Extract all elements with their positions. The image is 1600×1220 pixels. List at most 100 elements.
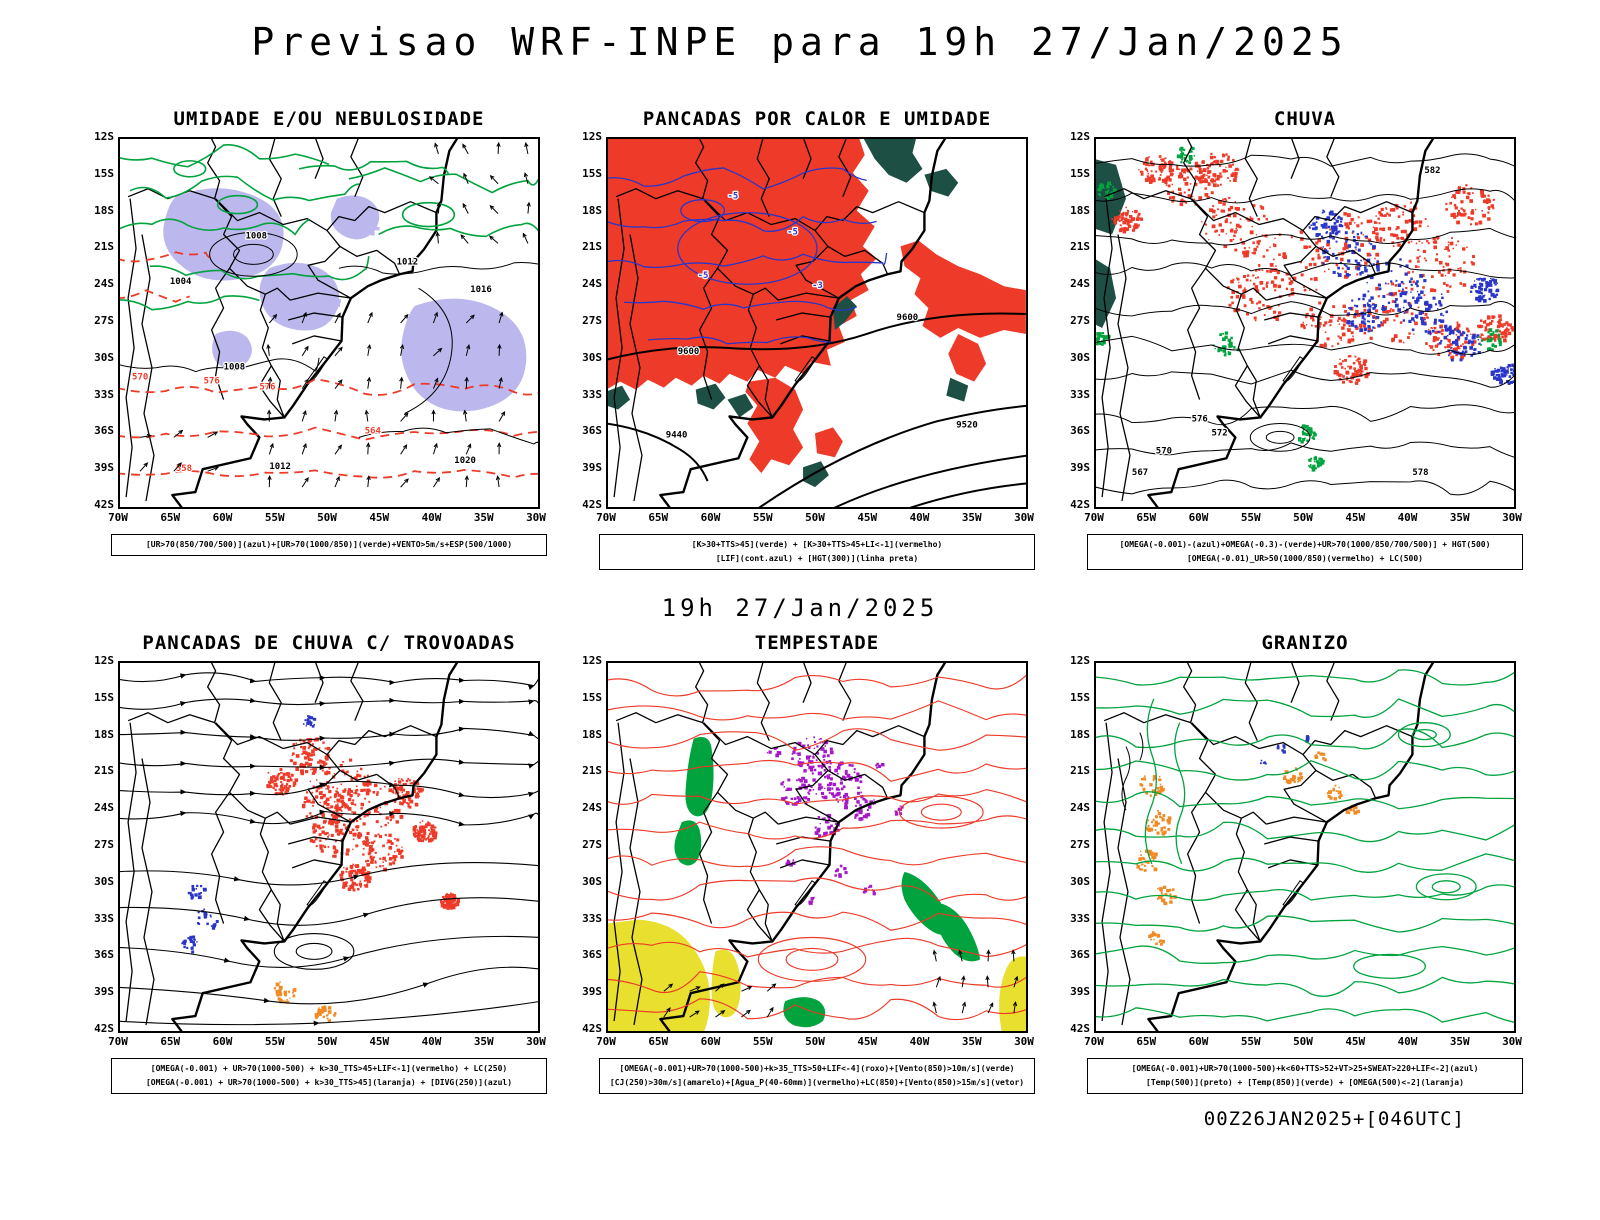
y-tick-label: 21S: [1070, 765, 1090, 777]
x-tick-label: 50W: [1286, 511, 1320, 524]
x-tick-label: 50W: [798, 1035, 832, 1048]
x-tick-label: 55W: [258, 1035, 292, 1048]
caption-line: [CJ(250)>30m/s](amarelo)+[Agua_P(40-60mm…: [605, 1076, 1029, 1090]
y-tick-label: 15S: [582, 168, 602, 180]
svg-text:1012: 1012: [397, 257, 419, 267]
x-tick-label: 50W: [310, 511, 344, 524]
y-tick-label: 24S: [94, 802, 114, 814]
x-tick-label: 55W: [1234, 1035, 1268, 1048]
svg-text:-5: -5: [698, 271, 709, 281]
caption-pancadas-calor: [K>30+TTS>45](verde) + [K>30+TTS>45+LI<-…: [599, 534, 1035, 570]
y-tick-label: 21S: [94, 241, 114, 253]
caption-umidade: [UR>70(850/700/500)](azul)+[UR>70(1000/8…: [111, 534, 547, 556]
x-tick-label: 45W: [362, 511, 396, 524]
y-tick-label: 12S: [582, 131, 602, 143]
panel-title-trovoadas: PANCADAS DE CHUVA C/ TROVOADAS: [142, 632, 515, 654]
y-tick-label: 18S: [1070, 729, 1090, 741]
run-timestamp: 00Z26JAN2025+[046UTC]: [0, 1108, 1600, 1130]
x-tick-label: 60W: [1182, 511, 1216, 524]
svg-text:1008: 1008: [245, 231, 267, 241]
x-tick-label: 70W: [589, 1035, 623, 1048]
x-tick-label: 30W: [1007, 511, 1041, 524]
x-tick-label: 45W: [850, 1035, 884, 1048]
y-tick-label: 21S: [1070, 241, 1090, 253]
x-tick-label: 70W: [1077, 1035, 1111, 1048]
x-tick-label: 70W: [101, 1035, 135, 1048]
caption-line: [OMEGA(-0.001) + UR>70(1000-500) + k>30_…: [117, 1062, 541, 1076]
svg-text:572: 572: [1212, 428, 1228, 438]
y-tick-label: 36S: [582, 425, 602, 437]
y-tick-label: 21S: [94, 765, 114, 777]
x-tick-label: 50W: [798, 511, 832, 524]
y-tick-label: 30S: [94, 876, 114, 888]
x-tick-label: 55W: [258, 511, 292, 524]
x-tick-label: 55W: [746, 511, 780, 524]
x-tick-label: 65W: [641, 1035, 675, 1048]
y-tick-label: 12S: [1070, 131, 1090, 143]
svg-text:1012: 1012: [269, 462, 291, 472]
y-tick-label: 15S: [94, 692, 114, 704]
x-tick-label: 40W: [415, 1035, 449, 1048]
y-tick-label: 15S: [94, 168, 114, 180]
y-tick-label: 42S: [1070, 499, 1090, 511]
y-tick-label: 33S: [582, 389, 602, 401]
x-tick-label: 70W: [1077, 511, 1111, 524]
panel-title-pancadas-calor: PANCADAS POR CALOR E UMIDADE: [643, 108, 991, 130]
y-tick-label: 39S: [582, 986, 602, 998]
svg-text:570: 570: [132, 373, 148, 383]
y-tick-label: 36S: [94, 949, 114, 961]
y-tick-label: 42S: [94, 499, 114, 511]
y-tick-label: 36S: [1070, 425, 1090, 437]
x-tick-label: 65W: [1129, 511, 1163, 524]
y-tick-label: 33S: [94, 389, 114, 401]
y-tick-label: 42S: [582, 499, 602, 511]
x-tick-label: 30W: [519, 511, 553, 524]
svg-text:-3: -3: [812, 281, 823, 291]
x-tick-label: 60W: [694, 1035, 728, 1048]
y-tick-label: 39S: [94, 986, 114, 998]
y-tick-label: 24S: [582, 278, 602, 290]
y-tick-label: 21S: [582, 765, 602, 777]
x-tick-label: 35W: [955, 1035, 989, 1048]
y-tick-label: 33S: [94, 913, 114, 925]
y-tick-label: 39S: [582, 462, 602, 474]
svg-text:9600: 9600: [678, 347, 700, 357]
caption-tempestade: [OMEGA(-0.001)+UR>70(1000-500)+k>35_TTS>…: [599, 1058, 1035, 1094]
y-tick-label: 18S: [1070, 205, 1090, 217]
x-tick-label: 65W: [153, 1035, 187, 1048]
valid-time-subtitle: 19h 27/Jan/2025: [0, 594, 1600, 622]
y-tick-label: 18S: [94, 205, 114, 217]
y-tick-label: 24S: [1070, 802, 1090, 814]
svg-text:-5: -5: [727, 192, 738, 202]
y-tick-label: 27S: [94, 315, 114, 327]
y-tick-label: 33S: [582, 913, 602, 925]
x-tick-label: 30W: [1495, 1035, 1529, 1048]
x-tick-label: 45W: [1338, 511, 1372, 524]
x-tick-label: 55W: [1234, 511, 1268, 524]
map-tempestade: [606, 661, 1028, 1033]
caption-line: [OMEGA(-0.001)+UR>70(1000-500)+k<60+TTS>…: [1093, 1062, 1517, 1076]
y-tick-label: 30S: [94, 352, 114, 364]
caption-line: [K>30+TTS>45](verde) + [K>30+TTS>45+LI<-…: [605, 538, 1029, 552]
svg-text:9440: 9440: [666, 430, 688, 440]
basemap-coastlines: [126, 661, 459, 1033]
svg-text:9520: 9520: [956, 420, 978, 430]
x-tick-label: 65W: [641, 511, 675, 524]
caption-chuva: [OMEGA(-0.001)-(azul)+OMEGA(-0.3)-(verde…: [1087, 534, 1523, 570]
x-tick-label: 40W: [903, 511, 937, 524]
x-tick-label: 30W: [1007, 1035, 1041, 1048]
x-tick-label: 55W: [746, 1035, 780, 1048]
svg-text:576: 576: [259, 383, 275, 393]
